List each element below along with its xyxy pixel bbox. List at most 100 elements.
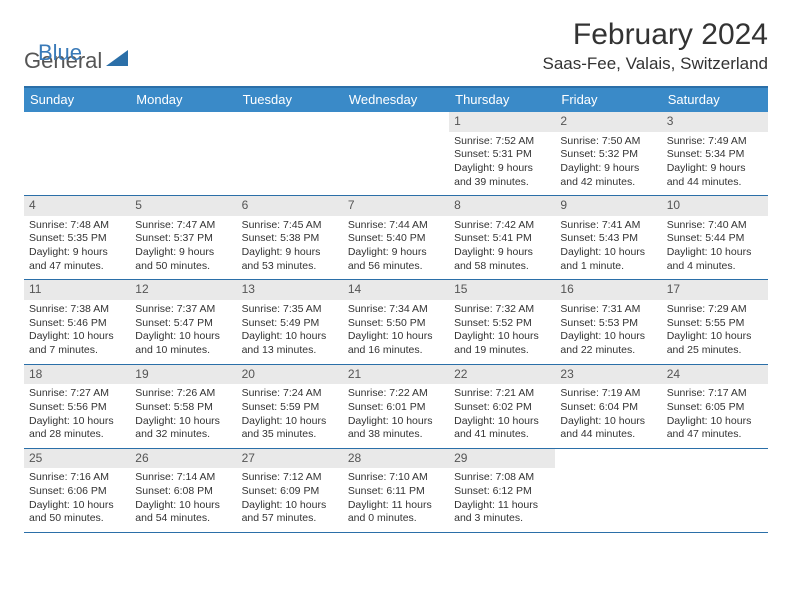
day-sunrise: Sunrise: 7:10 AM bbox=[348, 471, 444, 485]
day-daylight: Daylight: 9 hours and 42 minutes. bbox=[560, 162, 656, 189]
day-info: Sunrise: 7:29 AMSunset: 5:55 PMDaylight:… bbox=[667, 303, 763, 358]
day-sunrise: Sunrise: 7:21 AM bbox=[454, 387, 550, 401]
day-header-row: Sunday Monday Tuesday Wednesday Thursday… bbox=[24, 88, 768, 112]
day-daylight: Daylight: 10 hours and 28 minutes. bbox=[29, 415, 125, 442]
day-info: Sunrise: 7:40 AMSunset: 5:44 PMDaylight:… bbox=[667, 219, 763, 274]
day-daylight: Daylight: 9 hours and 39 minutes. bbox=[454, 162, 550, 189]
day-daylight: Daylight: 10 hours and 47 minutes. bbox=[667, 415, 763, 442]
day-daylight: Daylight: 10 hours and 19 minutes. bbox=[454, 330, 550, 357]
day-daylight: Daylight: 11 hours and 3 minutes. bbox=[454, 499, 550, 526]
day-sunrise: Sunrise: 7:14 AM bbox=[135, 471, 231, 485]
day-cell bbox=[555, 449, 661, 532]
day-sunset: Sunset: 5:53 PM bbox=[560, 317, 656, 331]
daynum-bar: 29 bbox=[449, 449, 555, 469]
day-sunrise: Sunrise: 7:35 AM bbox=[242, 303, 338, 317]
day-sunrise: Sunrise: 7:22 AM bbox=[348, 387, 444, 401]
day-cell: 10 Sunrise: 7:40 AMSunset: 5:44 PMDayligh… bbox=[662, 196, 768, 279]
day-sunrise: Sunrise: 7:40 AM bbox=[667, 219, 763, 233]
day-cell: 13Sunrise: 7:35 AMSunset: 5:49 PMDayligh… bbox=[237, 280, 343, 363]
day-number: 23 bbox=[560, 367, 573, 381]
day-info: Sunrise: 7:19 AMSunset: 6:04 PMDaylight:… bbox=[560, 387, 656, 442]
daynum-bar: 27 bbox=[237, 449, 343, 469]
daynum-bar: 26 bbox=[130, 449, 236, 469]
daynum-bar: 6 bbox=[237, 196, 343, 216]
day-cell: 29Sunrise: 7:08 AMSunset: 6:12 PMDayligh… bbox=[449, 449, 555, 532]
day-cell: 20Sunrise: 7:24 AMSunset: 5:59 PMDayligh… bbox=[237, 365, 343, 448]
day-sunset: Sunset: 5:35 PM bbox=[29, 232, 125, 246]
daynum-bar: 14 bbox=[343, 280, 449, 300]
day-cell: 1Sunrise: 7:52 AMSunset: 5:31 PMDaylight… bbox=[449, 112, 555, 195]
day-daylight: Daylight: 10 hours and 41 minutes. bbox=[454, 415, 550, 442]
day-sunrise: Sunrise: 7:31 AM bbox=[560, 303, 656, 317]
day-cell: 22Sunrise: 7:21 AMSunset: 6:02 PMDayligh… bbox=[449, 365, 555, 448]
day-cell: 8Sunrise: 7:42 AMSunset: 5:41 PMDaylight… bbox=[449, 196, 555, 279]
day-number: 15 bbox=[454, 282, 467, 296]
day-sunrise: Sunrise: 7:16 AM bbox=[29, 471, 125, 485]
day-number: 17 bbox=[667, 282, 680, 296]
day-sunset: Sunset: 5:38 PM bbox=[242, 232, 338, 246]
day-info: Sunrise: 7:38 AMSunset: 5:46 PMDaylight:… bbox=[29, 303, 125, 358]
day-sunrise: Sunrise: 7:29 AM bbox=[667, 303, 763, 317]
day-sunrise: Sunrise: 7:32 AM bbox=[454, 303, 550, 317]
day-sunset: Sunset: 5:32 PM bbox=[560, 148, 656, 162]
day-info: Sunrise: 7:10 AMSunset: 6:11 PMDaylight:… bbox=[348, 471, 444, 526]
day-cell bbox=[237, 112, 343, 195]
day-cell: 12Sunrise: 7:37 AMSunset: 5:47 PMDayligh… bbox=[130, 280, 236, 363]
day-sunrise: Sunrise: 7:08 AM bbox=[454, 471, 550, 485]
day-daylight: Daylight: 10 hours and 7 minutes. bbox=[29, 330, 125, 357]
day-daylight: Daylight: 11 hours and 0 minutes. bbox=[348, 499, 444, 526]
day-sunrise: Sunrise: 7:47 AM bbox=[135, 219, 231, 233]
day-info: Sunrise: 7:41 AMSunset: 5:43 PMDaylight:… bbox=[560, 219, 656, 274]
day-number: 29 bbox=[454, 451, 467, 465]
day-cell bbox=[662, 449, 768, 532]
day-cell: 5Sunrise: 7:47 AMSunset: 5:37 PMDaylight… bbox=[130, 196, 236, 279]
dayhdr-mon: Monday bbox=[130, 88, 236, 112]
day-info: Sunrise: 7:14 AMSunset: 6:08 PMDaylight:… bbox=[135, 471, 231, 526]
daynum-bar: 9 bbox=[555, 196, 661, 216]
day-cell: 21Sunrise: 7:22 AMSunset: 6:01 PMDayligh… bbox=[343, 365, 449, 448]
day-daylight: Daylight: 10 hours and 4 minutes. bbox=[667, 246, 763, 273]
day-sunrise: Sunrise: 7:37 AM bbox=[135, 303, 231, 317]
day-info: Sunrise: 7:52 AMSunset: 5:31 PMDaylight:… bbox=[454, 135, 550, 190]
day-number: 4 bbox=[29, 198, 36, 212]
day-cell: 28 Sunrise: 7:10 AMSunset: 6:11 PMDayligh… bbox=[343, 449, 449, 532]
day-info: Sunrise: 7:21 AMSunset: 6:02 PMDaylight:… bbox=[454, 387, 550, 442]
day-sunset: Sunset: 5:43 PM bbox=[560, 232, 656, 246]
day-sunset: Sunset: 6:02 PM bbox=[454, 401, 550, 415]
day-info: Sunrise: 7:16 AMSunset: 6:06 PMDaylight:… bbox=[29, 471, 125, 526]
day-sunrise: Sunrise: 7:17 AM bbox=[667, 387, 763, 401]
day-info: Sunrise: 7:31 AMSunset: 5:53 PMDaylight:… bbox=[560, 303, 656, 358]
day-info: Sunrise: 7:22 AMSunset: 6:01 PMDaylight:… bbox=[348, 387, 444, 442]
day-daylight: Daylight: 10 hours and 16 minutes. bbox=[348, 330, 444, 357]
day-cell: 26 Sunrise: 7:14 AMSunset: 6:08 PMDayligh… bbox=[130, 449, 236, 532]
day-number: 28 bbox=[348, 451, 361, 465]
day-number: 10 bbox=[667, 198, 680, 212]
day-cell: 18Sunrise: 7:27 AMSunset: 5:56 PMDayligh… bbox=[24, 365, 130, 448]
day-number: 5 bbox=[135, 198, 142, 212]
day-number: 20 bbox=[242, 367, 255, 381]
daynum-bar: 10 bbox=[662, 196, 768, 216]
day-number: 26 bbox=[135, 451, 148, 465]
day-cell: 24Sunrise: 7:17 AMSunset: 6:05 PMDayligh… bbox=[662, 365, 768, 448]
day-sunset: Sunset: 6:04 PM bbox=[560, 401, 656, 415]
day-sunset: Sunset: 5:58 PM bbox=[135, 401, 231, 415]
day-cell: 4 Sunrise: 7:48 AMSunset: 5:35 PMDaylight… bbox=[24, 196, 130, 279]
day-info: Sunrise: 7:48 AMSunset: 5:35 PMDaylight:… bbox=[29, 219, 125, 274]
day-sunset: Sunset: 5:49 PM bbox=[242, 317, 338, 331]
day-daylight: Daylight: 10 hours and 54 minutes. bbox=[135, 499, 231, 526]
day-number: 14 bbox=[348, 282, 361, 296]
day-sunrise: Sunrise: 7:19 AM bbox=[560, 387, 656, 401]
day-number: 8 bbox=[454, 198, 461, 212]
day-sunrise: Sunrise: 7:27 AM bbox=[29, 387, 125, 401]
day-cell: 27Sunrise: 7:12 AMSunset: 6:09 PMDayligh… bbox=[237, 449, 343, 532]
day-sunset: Sunset: 6:11 PM bbox=[348, 485, 444, 499]
daynum-bar: 16 bbox=[555, 280, 661, 300]
day-sunrise: Sunrise: 7:12 AM bbox=[242, 471, 338, 485]
day-info: Sunrise: 7:37 AMSunset: 5:47 PMDaylight:… bbox=[135, 303, 231, 358]
day-daylight: Daylight: 10 hours and 44 minutes. bbox=[560, 415, 656, 442]
day-info: Sunrise: 7:50 AMSunset: 5:32 PMDaylight:… bbox=[560, 135, 656, 190]
day-sunrise: Sunrise: 7:49 AM bbox=[667, 135, 763, 149]
daynum-bar: 21 bbox=[343, 365, 449, 385]
day-sunset: Sunset: 5:44 PM bbox=[667, 232, 763, 246]
daynum-bar: 22 bbox=[449, 365, 555, 385]
